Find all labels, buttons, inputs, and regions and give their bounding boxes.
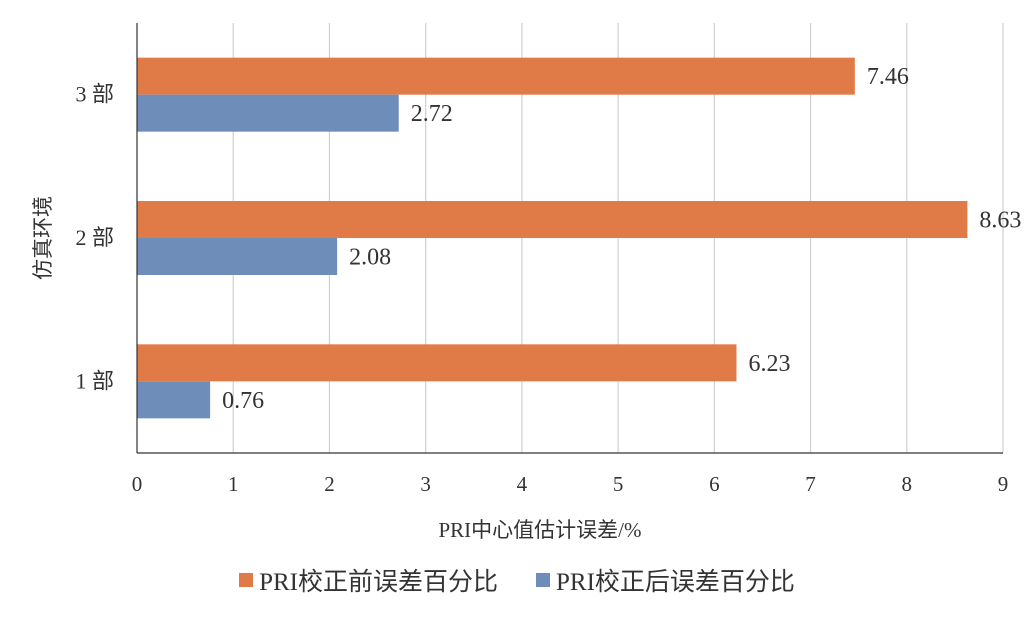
axes: 0 1 2 3 4 5 6 7 8 9 1 部 2 部 3 部 [75,23,1008,496]
data-label: 2.08 [349,245,391,271]
bar-series1-1 [137,238,338,275]
y-category-label: 1 部 [75,368,114,393]
x-tick-label: 9 [998,472,1009,496]
x-tick-label: 5 [613,472,624,496]
bar-series0-1 [137,201,968,238]
data-label: 6.23 [748,351,790,377]
x-tick-label: 3 [420,472,431,496]
x-tick-label: 4 [517,472,528,496]
legend-label-after: PRI校正后误差百分比 [556,569,795,596]
x-tick-label: 1 [228,472,239,496]
y-axis-title: 仿真环境 [31,196,55,280]
legend-swatch-before [239,573,254,587]
x-tick-label: 7 [805,472,816,496]
x-tick-label: 6 [709,472,720,496]
bar-series1-2 [137,94,399,132]
y-category-label: 3 部 [75,82,114,107]
x-tick-label: 0 [132,472,143,496]
x-axis-title: PRI中心值估计误差/% [438,518,641,542]
legend-item-after: PRI校正后误差百分比 [536,562,795,598]
data-label: 8.63 [979,208,1021,234]
x-tick-label: 8 [902,472,913,496]
legend: PRI校正前误差百分比 PRI校正后误差百分比 [0,562,1034,598]
y-category-label: 2 部 [75,225,114,250]
data-label: 7.46 [867,64,909,90]
legend-label-before: PRI校正前误差百分比 [259,569,498,596]
bar-series0-0 [137,344,737,382]
bars [137,57,968,419]
x-tick-label: 2 [324,472,335,496]
data-label: 0.76 [222,388,264,414]
bar-series0-2 [137,57,855,95]
data-label: 2.72 [411,101,453,127]
data-labels: 6.23 8.63 7.46 0.76 2.08 2.72 [222,64,1021,414]
legend-item-before: PRI校正前误差百分比 [239,562,498,598]
bar-series1-0 [137,381,211,419]
legend-swatch-after [536,573,550,587]
